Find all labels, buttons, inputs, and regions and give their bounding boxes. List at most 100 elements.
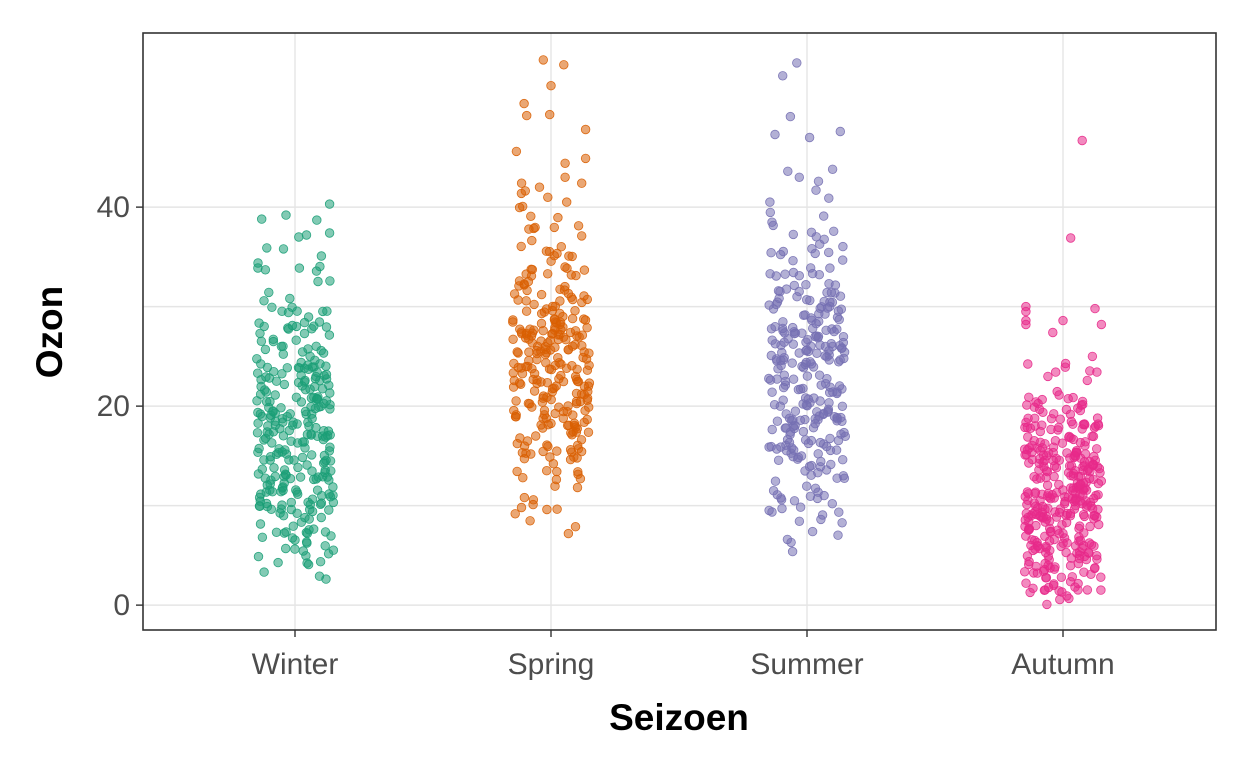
data-point: [1068, 486, 1078, 496]
data-point: [1069, 450, 1080, 461]
data-point: [786, 537, 796, 548]
data-point: [781, 409, 791, 419]
data-point: [779, 337, 789, 348]
data-point: [1041, 472, 1051, 483]
data-point: [276, 403, 286, 413]
data-point: [303, 559, 314, 570]
data-point: [804, 461, 815, 472]
data-point: [270, 471, 281, 482]
data-point: [322, 306, 332, 316]
data-point: [560, 172, 570, 183]
data-point: [787, 546, 798, 557]
data-point: [556, 241, 567, 252]
data-point: [525, 516, 535, 526]
data-point: [794, 516, 805, 527]
data-point: [300, 443, 310, 453]
data-point: [1057, 438, 1068, 448]
data-point: [516, 178, 527, 188]
data-point: [1034, 454, 1045, 464]
data-point: [1031, 509, 1042, 520]
data-point: [832, 388, 842, 399]
data-point: [271, 376, 282, 386]
data-point: [772, 374, 782, 384]
data-point: [777, 503, 787, 514]
data-point: [789, 496, 800, 506]
data-point: [771, 299, 781, 310]
data-point: [812, 348, 822, 359]
data-point: [801, 346, 811, 356]
data-point: [1080, 441, 1090, 451]
data-point: [516, 188, 527, 199]
data-point: [267, 438, 277, 448]
data-point: [1096, 319, 1107, 330]
data-point: [554, 358, 564, 368]
data-point: [815, 437, 826, 448]
data-point: [313, 276, 323, 287]
data-point: [291, 485, 301, 495]
data-point: [780, 423, 791, 433]
data-point: [582, 323, 592, 333]
data-point: [1079, 528, 1089, 538]
data-point: [770, 339, 781, 349]
data-point: [1048, 580, 1059, 591]
data-point: [1075, 536, 1086, 546]
data-point: [817, 510, 828, 520]
data-point: [558, 376, 569, 387]
data-point: [287, 302, 297, 313]
data-point: [768, 486, 779, 496]
data-point: [1050, 367, 1061, 377]
series-summer: [764, 58, 851, 557]
data-point: [579, 417, 589, 428]
data-point: [264, 429, 274, 439]
data-point: [1074, 553, 1085, 564]
data-point: [1050, 507, 1060, 517]
data-point: [1082, 465, 1093, 476]
data-point: [316, 498, 327, 508]
data-point: [315, 557, 326, 567]
data-point: [1079, 567, 1089, 577]
data-point: [778, 326, 788, 336]
data-point: [1023, 359, 1033, 369]
data-point: [1079, 457, 1090, 467]
data-point: [827, 164, 838, 175]
data-point: [815, 396, 825, 406]
y-tick-label: 0: [113, 589, 130, 622]
data-point: [814, 309, 824, 319]
data-point: [312, 431, 323, 442]
data-point: [321, 432, 331, 442]
data-point: [807, 315, 817, 326]
data-point: [285, 293, 295, 304]
data-point: [276, 341, 287, 352]
y-tick-label: 40: [97, 191, 130, 224]
data-point: [1044, 536, 1055, 546]
data-point: [784, 437, 795, 448]
data-point: [834, 507, 844, 517]
data-point: [257, 532, 268, 543]
data-point: [1034, 465, 1044, 475]
data-point: [579, 314, 589, 324]
data-point: [560, 281, 570, 292]
data-point: [269, 463, 279, 473]
data-point: [536, 289, 547, 300]
data-point: [577, 231, 587, 241]
data-point: [794, 271, 805, 281]
data-point: [524, 224, 534, 234]
y-tick-label: 20: [97, 390, 130, 423]
data-point: [788, 421, 799, 432]
data-point: [770, 476, 781, 486]
x-axis-title: Seizoen: [609, 697, 749, 738]
data-point: [765, 207, 776, 218]
data-point: [536, 377, 546, 387]
data-point: [1080, 449, 1091, 459]
data-point: [572, 482, 583, 493]
data-point: [770, 129, 780, 140]
data-point: [1024, 458, 1034, 468]
data-point: [544, 246, 555, 257]
data-point: [301, 230, 312, 240]
data-point: [1024, 517, 1034, 527]
data-point: [539, 405, 550, 416]
data-point: [252, 354, 262, 364]
series-autumn: [1019, 135, 1107, 610]
data-point: [279, 478, 289, 488]
data-point: [1089, 451, 1099, 462]
